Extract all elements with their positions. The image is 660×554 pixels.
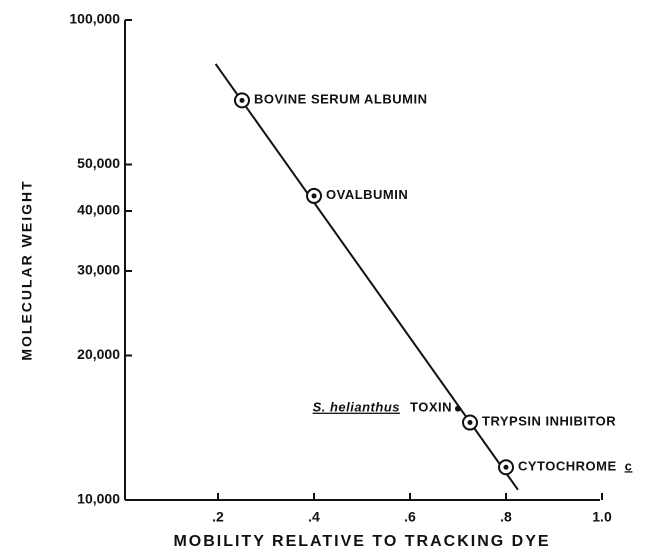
- x-tick-label: 1.0: [592, 509, 612, 525]
- point-label: CYTOCHROME c: [518, 459, 632, 474]
- point-dot: [239, 97, 245, 103]
- point-label: BOVINE SERUM ALBUMIN: [254, 92, 427, 107]
- y-tick-label: 10,000: [77, 491, 120, 507]
- point-name: OVALBUMIN: [326, 187, 408, 202]
- x-tick-label: .2: [212, 509, 224, 525]
- y-tick-label: 50,000: [77, 155, 120, 171]
- data-point: [306, 187, 322, 204]
- point-name: TRYPSIN INHIBITOR: [482, 414, 616, 429]
- data-point: [498, 459, 514, 476]
- toxin-point: [455, 405, 461, 412]
- y-axis-label: MOLECULAR WEIGHT: [19, 179, 35, 360]
- data-point: [462, 414, 478, 431]
- toxin-species: S. helianthus: [313, 400, 400, 415]
- point-dot: [311, 193, 317, 199]
- toxin-text: TOXIN: [410, 400, 452, 415]
- point-suffix: c: [625, 459, 633, 474]
- x-tick-label: .4: [308, 509, 320, 525]
- point-name: CYTOCHROME: [518, 459, 617, 474]
- y-tick-label: 100,000: [69, 11, 120, 27]
- point-dot: [503, 464, 509, 470]
- x-tick-label: .8: [500, 509, 512, 525]
- y-tick-label: 40,000: [77, 202, 120, 218]
- y-tick-label: 20,000: [77, 346, 120, 362]
- x-tick-label: .6: [404, 509, 416, 525]
- point-label: TRYPSIN INHIBITOR: [482, 414, 616, 429]
- point-dot: [467, 420, 473, 426]
- point-name: BOVINE SERUM ALBUMIN: [254, 92, 427, 107]
- toxin-label: S. helianthus TOXIN: [313, 400, 452, 415]
- y-tick-label: 30,000: [77, 262, 120, 278]
- data-point: [234, 92, 250, 109]
- x-axis-label: MOBILITY RELATIVE TO TRACKING DYE: [173, 533, 550, 550]
- point-label: OVALBUMIN: [326, 187, 408, 202]
